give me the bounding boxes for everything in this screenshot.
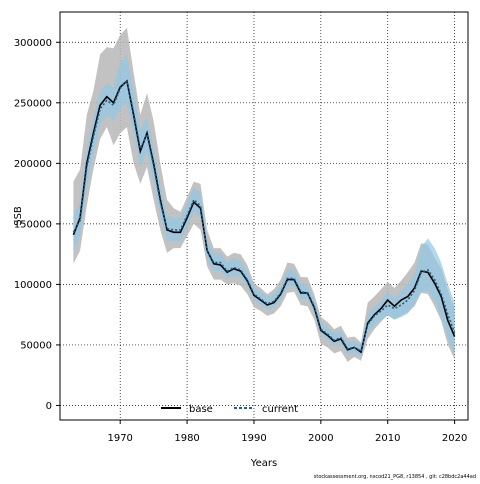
y-axis-ticks: 0 50000 100000 150000 200000 250000 300000	[14, 38, 60, 412]
x-tick-label: 1980	[174, 433, 199, 444]
legend: base current	[161, 404, 298, 415]
x-tick-label: 1970	[107, 433, 132, 444]
confidence-bands	[73, 27, 455, 362]
y-tick-label: 200000	[14, 159, 52, 170]
x-tick-label: 1990	[241, 433, 266, 444]
x-tick-label: 2020	[442, 433, 467, 444]
y-tick-label: 50000	[20, 340, 52, 351]
x-axis-ticks: 1970 1980 1990 2000 2010 2020	[107, 420, 467, 444]
line-current	[72, 79, 456, 353]
legend-current-label: current	[262, 404, 298, 415]
x-tick-label: 2010	[375, 433, 400, 444]
x-axis-label: Years	[250, 458, 277, 469]
legend-base-label: base	[189, 404, 213, 415]
plot-frame	[59, 11, 469, 421]
y-tick-label: 250000	[14, 98, 52, 109]
y-tick-label: 0	[46, 401, 52, 412]
y-tick-label: 150000	[14, 219, 52, 230]
y-tick-label: 300000	[14, 38, 52, 49]
grid	[60, 12, 468, 420]
y-tick-label: 100000	[14, 280, 52, 291]
line-base	[72, 79, 456, 354]
series-lines	[72, 79, 456, 354]
y-axis-label: SSB	[13, 206, 24, 226]
footer-note: stockassessment.org, nscod21_PG8, r13854…	[314, 474, 476, 480]
band-current	[73, 54, 455, 358]
x-tick-label: 2000	[308, 433, 333, 444]
